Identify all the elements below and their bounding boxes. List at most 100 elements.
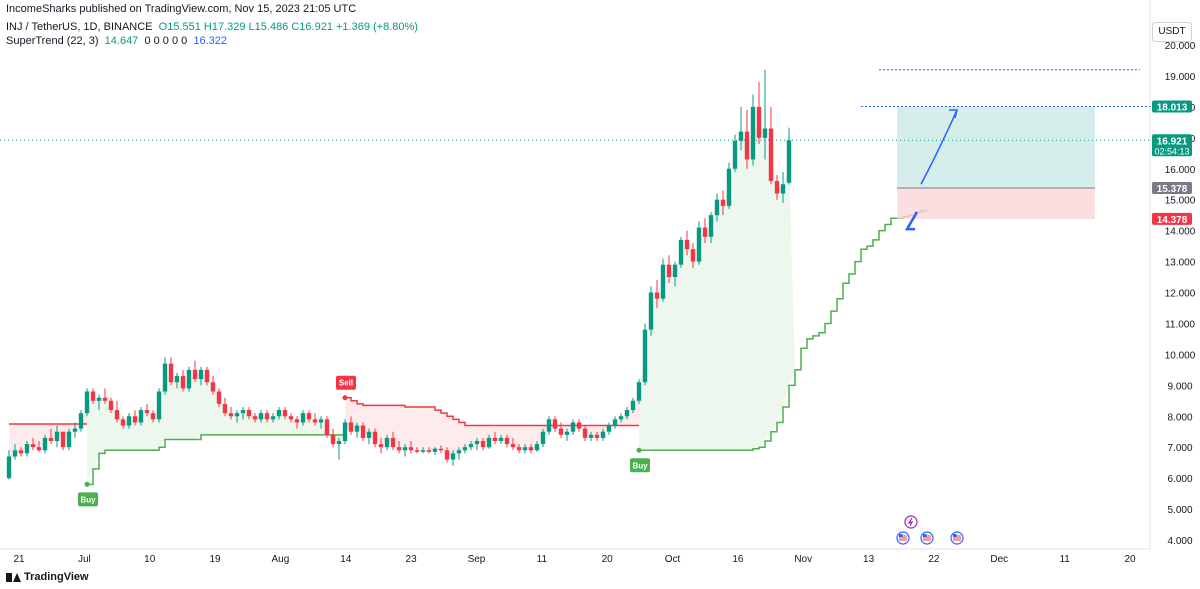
candle-body	[660, 264, 666, 299]
annotation-arrows	[904, 109, 958, 231]
candle-body	[414, 450, 420, 452]
us-flag-icon	[920, 531, 934, 545]
candle-body	[294, 419, 300, 423]
candle-body	[486, 437, 492, 448]
y-tick-label: 9.000	[1167, 381, 1192, 392]
candle-body	[126, 416, 132, 426]
candle-body	[438, 448, 444, 451]
candle-body	[144, 410, 150, 414]
x-tick-label: 13	[863, 554, 875, 565]
x-tick-label: 21	[13, 554, 25, 565]
signal-label: Sell	[339, 379, 353, 388]
candle-body	[492, 437, 498, 441]
candle-body	[330, 434, 336, 445]
candle-body	[468, 444, 474, 448]
candle-body	[390, 437, 396, 448]
us-flag-icon	[896, 531, 910, 545]
signal-label-box	[336, 375, 356, 390]
candle-body	[456, 450, 462, 454]
candle-body	[588, 434, 594, 438]
buy-signal: Buy	[630, 447, 650, 473]
x-tick-label: 22	[928, 554, 940, 565]
candle-body	[210, 382, 216, 392]
candle-body	[504, 437, 510, 445]
brand-name: TradingView	[24, 571, 89, 583]
candle-body	[534, 444, 540, 451]
candle-body	[204, 369, 210, 383]
candle-body	[564, 431, 570, 435]
candle-body	[90, 391, 96, 401]
candle-body	[702, 227, 708, 237]
candle-body	[768, 128, 774, 182]
candle-body	[726, 168, 732, 206]
candle-body	[48, 437, 54, 441]
y-tick-label: 20.000	[1165, 41, 1196, 52]
candle-body	[426, 450, 432, 452]
candle-body	[12, 450, 18, 457]
candle-body	[276, 410, 282, 417]
candle-body	[312, 419, 318, 423]
candle-body	[138, 410, 144, 423]
candle-body	[654, 292, 660, 299]
candle-body	[396, 447, 402, 451]
price-label: 18.013	[1152, 100, 1192, 113]
x-tick-label: 11	[1059, 554, 1070, 565]
y-tick-label: 10.000	[1165, 350, 1196, 361]
supertrend-up-line	[639, 209, 927, 452]
signal-dot	[636, 447, 642, 453]
candle-body	[306, 413, 312, 420]
candle-body	[522, 447, 528, 451]
candle-body	[174, 376, 180, 383]
candle-body	[156, 391, 162, 420]
candle-body	[546, 419, 552, 432]
candle-body	[18, 450, 24, 454]
candle-body	[558, 428, 564, 435]
candle-body	[498, 437, 504, 441]
supertrend-uptrend-fill	[639, 122, 927, 451]
y-tick-label: 19.000	[1165, 72, 1196, 83]
price-label-box	[1152, 134, 1192, 157]
candle-body	[384, 437, 390, 448]
candle-body	[372, 431, 378, 445]
ohlc-values: O15.551 H17.329 L15.486 C16.921 +1.369 (…	[158, 21, 418, 33]
x-tick-label: 16	[732, 554, 744, 565]
candle-body	[102, 397, 108, 401]
candle-body	[234, 413, 240, 417]
signal-label-box	[78, 492, 98, 507]
candle-body	[24, 444, 30, 454]
candle-body	[780, 184, 786, 194]
candle-body	[324, 419, 330, 435]
candle-body	[612, 419, 618, 426]
candle-body	[696, 227, 702, 262]
price-label-value: 15.378	[1157, 184, 1188, 195]
price-label-box	[1152, 100, 1192, 113]
candle-body	[714, 199, 720, 216]
price-label-value: 18.013	[1157, 102, 1188, 113]
candle-body	[642, 329, 648, 383]
candle-body	[378, 444, 384, 448]
signal-label: Buy	[632, 461, 648, 470]
candle-body	[198, 369, 204, 380]
candle-body	[444, 450, 450, 460]
supertrend-fills	[9, 122, 927, 485]
supertrend-downtrend-fill	[9, 402, 87, 468]
candle-body	[552, 419, 558, 429]
support-arrow	[904, 211, 919, 231]
candle-body	[6, 456, 12, 479]
candle-body	[222, 403, 228, 414]
supertrend-uptrend-fill	[87, 372, 345, 485]
indicator-name[interactable]: SuperTrend (22, 3)	[6, 35, 99, 47]
currency-button[interactable]: USDT	[1152, 22, 1192, 42]
candle-body	[168, 363, 174, 383]
candle-body	[282, 410, 288, 417]
symbol-info[interactable]: INJ / TetherUS, 1D, BINANCE	[6, 21, 153, 33]
candle-body	[66, 431, 72, 448]
candle-body	[474, 441, 480, 445]
candle-body	[540, 431, 546, 445]
candle-body	[300, 413, 306, 423]
y-tick-label: 11.000	[1165, 319, 1195, 330]
candle-body	[732, 140, 738, 169]
candle-body	[114, 410, 120, 420]
